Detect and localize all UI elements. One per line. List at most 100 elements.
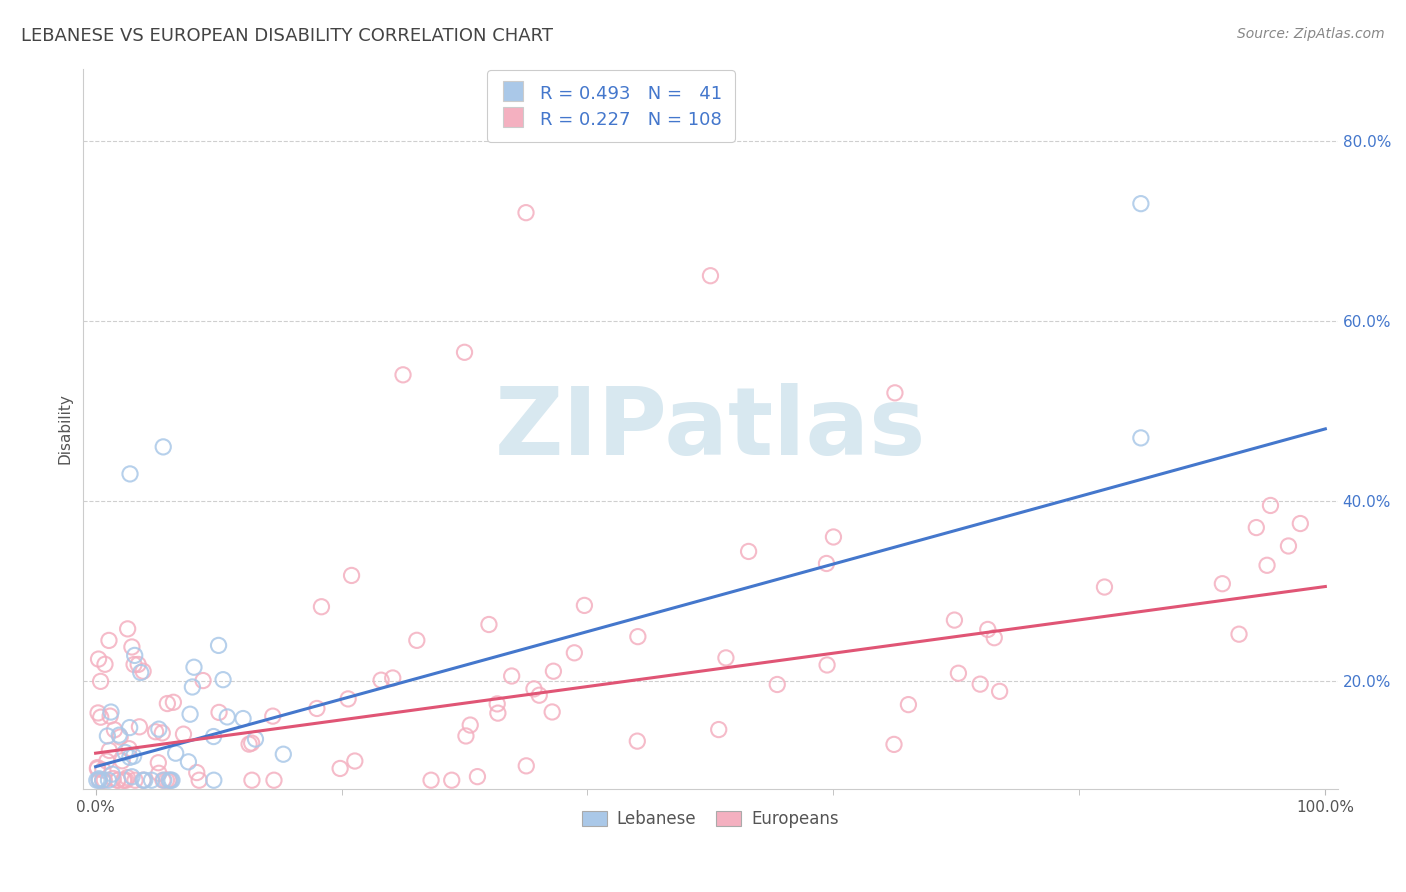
Point bbox=[329, 761, 352, 775]
Point bbox=[240, 773, 263, 788]
Point bbox=[969, 677, 991, 691]
Point bbox=[162, 695, 184, 709]
Point bbox=[181, 680, 204, 694]
Point bbox=[515, 759, 537, 773]
Point bbox=[541, 705, 564, 719]
Point bbox=[107, 773, 129, 788]
Point bbox=[118, 750, 141, 764]
Point bbox=[467, 770, 489, 784]
Point bbox=[111, 754, 134, 768]
Point bbox=[897, 698, 920, 712]
Point bbox=[96, 754, 118, 768]
Point bbox=[263, 773, 285, 788]
Point bbox=[121, 770, 143, 784]
Point bbox=[127, 657, 149, 672]
Point bbox=[458, 718, 481, 732]
Point bbox=[1227, 627, 1250, 641]
Point bbox=[1277, 539, 1299, 553]
Point bbox=[262, 709, 284, 723]
Point bbox=[823, 530, 845, 544]
Point bbox=[118, 467, 141, 481]
Point bbox=[454, 729, 477, 743]
Point bbox=[501, 669, 523, 683]
Point bbox=[273, 747, 295, 762]
Point bbox=[574, 599, 596, 613]
Point bbox=[453, 345, 475, 359]
Point bbox=[370, 673, 392, 688]
Point bbox=[405, 633, 427, 648]
Point bbox=[212, 673, 235, 687]
Point bbox=[129, 665, 152, 680]
Point bbox=[86, 762, 108, 776]
Point bbox=[90, 710, 112, 724]
Point bbox=[145, 724, 167, 739]
Point bbox=[121, 640, 143, 654]
Point bbox=[117, 771, 139, 785]
Point bbox=[983, 631, 1005, 645]
Point bbox=[948, 666, 970, 681]
Point bbox=[89, 773, 111, 788]
Point bbox=[1256, 558, 1278, 573]
Text: LEBANESE VS EUROPEAN DISABILITY CORRELATION CHART: LEBANESE VS EUROPEAN DISABILITY CORRELAT… bbox=[21, 27, 553, 45]
Point bbox=[96, 729, 118, 743]
Point bbox=[707, 723, 730, 737]
Point bbox=[108, 730, 131, 744]
Point bbox=[89, 773, 111, 788]
Point bbox=[186, 765, 208, 780]
Point bbox=[478, 617, 501, 632]
Point bbox=[562, 646, 585, 660]
Point bbox=[148, 756, 170, 770]
Point bbox=[627, 630, 650, 644]
Point bbox=[87, 706, 110, 720]
Point bbox=[343, 754, 366, 768]
Point bbox=[91, 773, 114, 788]
Text: ZIPatlas: ZIPatlas bbox=[495, 383, 927, 475]
Point bbox=[208, 706, 231, 720]
Point bbox=[207, 639, 229, 653]
Point bbox=[97, 633, 120, 648]
Point bbox=[440, 773, 463, 788]
Point bbox=[183, 660, 205, 674]
Point bbox=[112, 773, 135, 788]
Point bbox=[132, 773, 155, 788]
Point bbox=[98, 743, 121, 757]
Point bbox=[91, 773, 114, 788]
Point bbox=[148, 722, 170, 736]
Point bbox=[103, 723, 125, 737]
Point bbox=[160, 773, 183, 788]
Point bbox=[202, 730, 225, 744]
Point bbox=[152, 440, 174, 454]
Point bbox=[381, 671, 404, 685]
Point bbox=[152, 773, 174, 788]
Point bbox=[91, 763, 114, 777]
Point bbox=[122, 657, 145, 672]
Point bbox=[150, 726, 173, 740]
Point bbox=[124, 648, 146, 663]
Point bbox=[1129, 196, 1152, 211]
Point bbox=[124, 773, 146, 788]
Point bbox=[1260, 499, 1282, 513]
Point bbox=[305, 701, 328, 715]
Point bbox=[86, 773, 108, 788]
Point bbox=[155, 773, 177, 788]
Point bbox=[108, 728, 131, 742]
Point bbox=[883, 738, 905, 752]
Point bbox=[523, 681, 546, 696]
Point bbox=[1289, 516, 1312, 531]
Point bbox=[815, 557, 838, 571]
Point bbox=[94, 657, 117, 672]
Point bbox=[392, 368, 415, 382]
Y-axis label: Disability: Disability bbox=[58, 393, 72, 465]
Point bbox=[141, 773, 163, 788]
Point bbox=[1211, 576, 1233, 591]
Point bbox=[245, 732, 267, 747]
Point bbox=[486, 706, 509, 720]
Point bbox=[529, 688, 551, 702]
Point bbox=[943, 613, 966, 627]
Point bbox=[153, 773, 176, 788]
Point bbox=[191, 673, 214, 688]
Point bbox=[202, 773, 225, 788]
Point bbox=[118, 741, 141, 756]
Point bbox=[132, 773, 155, 788]
Point bbox=[103, 772, 125, 786]
